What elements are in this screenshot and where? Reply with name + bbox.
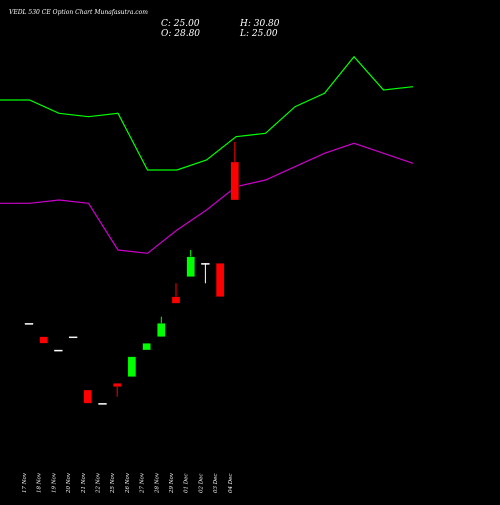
- x-tick-label: 03 Dec: [213, 474, 219, 494]
- candle-body: [171, 296, 181, 304]
- candle: [142, 343, 151, 351]
- candle: [39, 336, 48, 344]
- candle-body: [98, 403, 107, 405]
- candle: [201, 263, 210, 284]
- x-tick-label: 19 Nov: [51, 472, 57, 493]
- candle: [230, 142, 239, 201]
- x-tick-label: 28 Nov: [154, 472, 160, 494]
- candle-body: [24, 323, 34, 325]
- candle-body: [113, 383, 122, 387]
- high-readout: H: 30.80: [240, 19, 280, 29]
- x-tick-label: 26 Nov: [125, 472, 131, 494]
- candle-body: [201, 263, 210, 265]
- x-tick-label: 25 Nov: [110, 472, 116, 494]
- candle-body: [157, 323, 166, 337]
- candle: [83, 389, 92, 404]
- close-readout: C: 25.00: [161, 19, 200, 29]
- x-tick-label: 01 Dec: [184, 474, 190, 494]
- candle-body: [230, 161, 239, 201]
- candle: [157, 316, 166, 337]
- open-readout: O: 28.80: [161, 29, 201, 39]
- candle-body: [68, 336, 78, 339]
- x-tick-label: 02 Dec: [198, 474, 204, 494]
- low-readout: L: 25.00: [240, 29, 278, 39]
- x-tick-label: 21 Nov: [81, 472, 87, 494]
- candle: [98, 403, 107, 405]
- indicator-line-1: [0, 55, 414, 171]
- chart-caption: VEDL 530 CE Option Chart Munafasutra.com: [9, 9, 148, 16]
- x-tick-label: 27 Nov: [140, 472, 146, 494]
- candle-body: [186, 256, 195, 277]
- indicator-line-2: [0, 142, 414, 254]
- candle: [186, 250, 195, 277]
- candle: [68, 336, 78, 339]
- candle: [113, 383, 122, 397]
- candle-body: [215, 263, 225, 297]
- candle-body: [127, 356, 137, 377]
- x-tick-label: 17 Nov: [22, 472, 28, 493]
- candle: [54, 349, 63, 352]
- x-tick-label: 22 Nov: [96, 472, 102, 494]
- candle-body: [142, 343, 151, 351]
- x-tick-label: 20 Nov: [66, 472, 72, 494]
- x-tick-label: 29 Nov: [169, 472, 175, 494]
- candle: [24, 323, 34, 325]
- x-tick-label: 04 Dec: [228, 474, 234, 494]
- candle: [127, 356, 137, 377]
- candle-body: [83, 389, 92, 404]
- candle-body: [39, 336, 48, 344]
- x-tick-label: 18 Nov: [37, 472, 43, 493]
- candle: [171, 283, 181, 304]
- candle-body: [54, 349, 63, 352]
- candle: [215, 263, 225, 297]
